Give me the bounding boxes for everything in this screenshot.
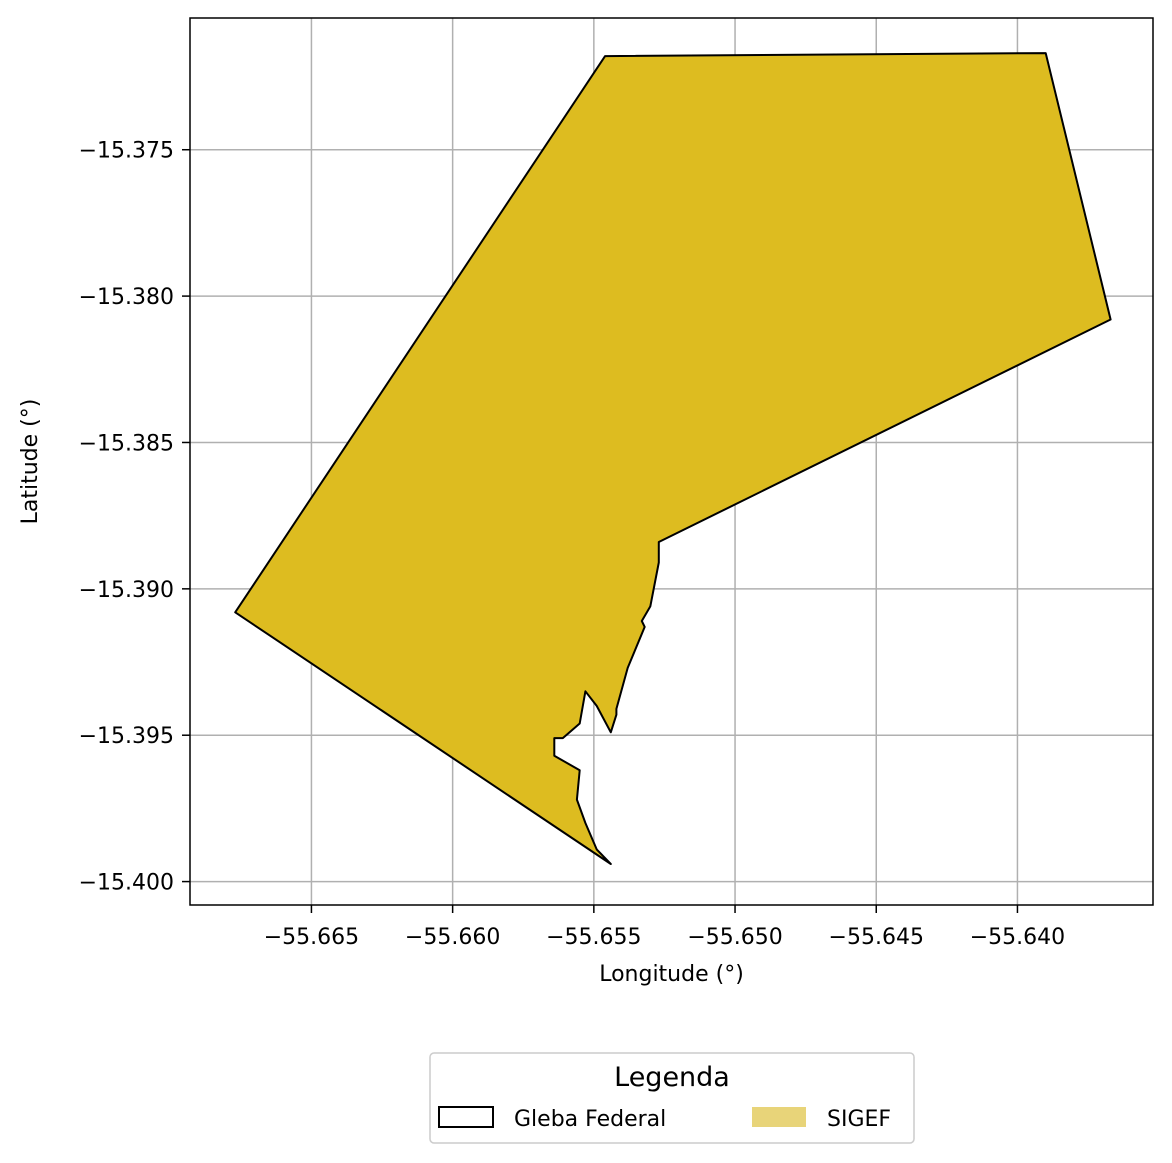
y-tick-label: −15.375: [79, 139, 174, 164]
y-tick-label: −15.385: [79, 431, 174, 456]
x-tick-label: −55.665: [264, 925, 359, 950]
y-tick-label: −15.395: [79, 724, 174, 749]
legend-label-sigef: SIGEF: [827, 1107, 891, 1132]
x-tick-label: −55.660: [405, 925, 500, 950]
x-tick-label: −55.640: [970, 925, 1065, 950]
x-tick-label: −55.645: [829, 925, 924, 950]
legend: Legenda Gleba Federal SIGEF: [430, 1053, 914, 1143]
y-axis-title: Latitude (°): [18, 399, 43, 525]
y-tick-label: −15.380: [79, 285, 174, 310]
x-tick-label: −55.650: [687, 925, 782, 950]
x-axis-title: Longitude (°): [599, 962, 744, 987]
legend-label-gleba-federal: Gleba Federal: [514, 1107, 666, 1132]
legend-title: Legenda: [614, 1062, 730, 1093]
y-tick-label: −15.400: [79, 871, 174, 896]
legend-swatch-sigef: [752, 1107, 806, 1127]
y-tick-label: −15.390: [79, 578, 174, 603]
x-tick-label: −55.655: [546, 925, 641, 950]
